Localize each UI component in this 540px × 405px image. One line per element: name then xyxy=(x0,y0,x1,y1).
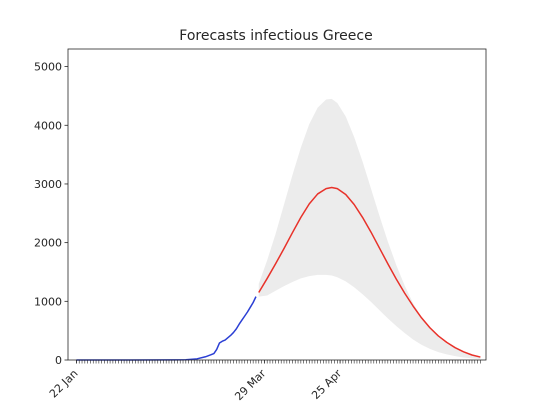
y-tick-label: 0 xyxy=(55,354,62,367)
x-tick-label: 29 Mar xyxy=(232,367,269,404)
y-tick-label: 4000 xyxy=(34,119,62,132)
forecast-series-line xyxy=(258,186,481,358)
axes-layer: 0 1000 2000 3000 4000 5000 22 Jan 29 Mar 25 Apr xyxy=(34,61,481,404)
x-tick-label: 25 Apr xyxy=(309,367,344,402)
observed-series-line xyxy=(76,296,257,361)
series-lines-layer xyxy=(76,186,481,361)
y-tick-label: 1000 xyxy=(34,295,62,308)
plot-frame xyxy=(67,48,487,361)
y-tick-label: 5000 xyxy=(34,61,62,74)
y-tick-label: 2000 xyxy=(34,237,62,250)
y-tick-label: 3000 xyxy=(34,178,62,191)
chart-title: Forecasts infectious Greece xyxy=(179,28,372,44)
x-tick-label: 22 Jan xyxy=(47,367,81,401)
